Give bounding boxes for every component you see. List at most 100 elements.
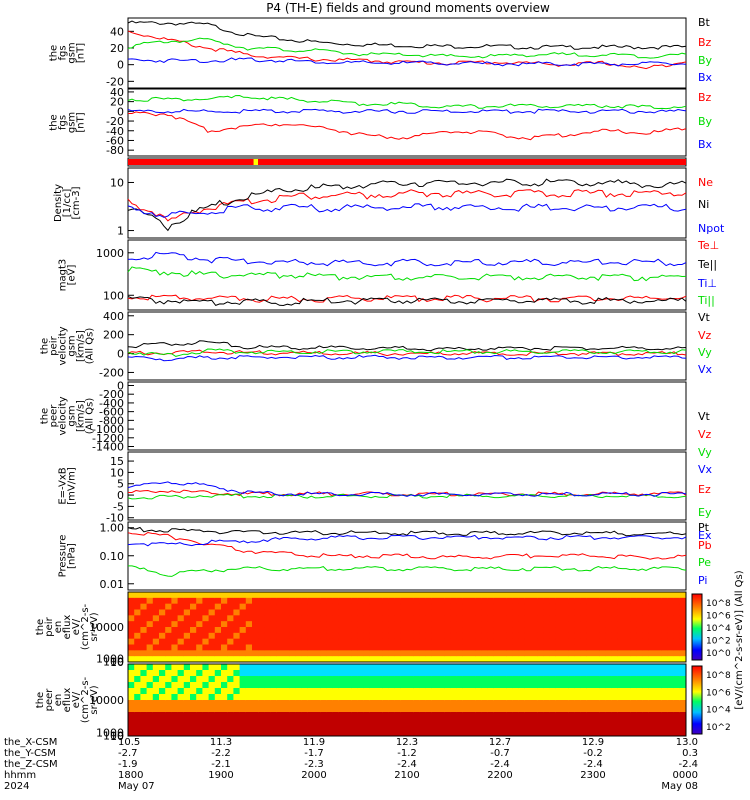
spectrogram-cell xyxy=(128,724,135,731)
spectrogram-cell xyxy=(338,650,346,657)
spectrogram-cell xyxy=(419,656,427,663)
spectrogram-cell xyxy=(487,700,495,707)
spectrogram-cell xyxy=(537,592,544,599)
spectrogram-cell xyxy=(431,627,439,634)
spectrogram-cell xyxy=(152,712,160,719)
spectrogram-cell xyxy=(314,682,321,689)
spectrogram-cell xyxy=(661,621,668,628)
spectrogram-cell xyxy=(512,712,520,719)
spectrogram-cell xyxy=(655,712,662,719)
spectrogram-cell xyxy=(636,644,644,651)
spectrogram-cell xyxy=(586,656,594,663)
spectrogram-cell xyxy=(444,638,451,645)
spectrogram-cell xyxy=(239,609,247,616)
spectrogram-cell xyxy=(512,638,520,645)
spectrogram-cell xyxy=(214,621,222,628)
spectrogram-cell xyxy=(394,609,402,616)
spectrogram-cell xyxy=(252,627,259,634)
y-label-line: eV/ xyxy=(71,618,82,635)
spectrogram-cell xyxy=(190,615,197,622)
x-tick-label: 11.3 xyxy=(210,737,232,748)
spectrogram-cell xyxy=(233,609,241,616)
spectrogram-cell xyxy=(283,656,290,663)
spectrogram-cell xyxy=(568,621,575,628)
legend-label: Ex xyxy=(698,529,712,542)
spectrogram-cell xyxy=(537,706,544,713)
spectrogram-cell xyxy=(320,597,327,605)
spectrogram-cell xyxy=(636,664,644,671)
spectrogram-cell xyxy=(326,676,334,683)
spectrogram-cell xyxy=(481,694,489,701)
spectrogram-cell xyxy=(394,682,402,689)
spectrogram-cell xyxy=(611,712,619,719)
spectrogram-cell xyxy=(214,664,222,671)
spectrogram-cell xyxy=(357,644,365,651)
spectrogram-cell xyxy=(171,670,179,677)
y-label-line: [nT] xyxy=(76,112,87,132)
spectrogram-cell xyxy=(450,730,458,737)
x-tick-label: -2.4 xyxy=(397,759,417,770)
spectrogram-cell xyxy=(568,670,575,677)
spectrogram-cell xyxy=(593,621,600,628)
spectrogram-cell xyxy=(438,670,445,677)
spectrogram-cell xyxy=(493,700,501,707)
spectrogram-cell xyxy=(661,656,668,663)
spectrogram-cell xyxy=(177,676,185,683)
spectrogram-cell xyxy=(667,609,675,616)
spectrogram-cell xyxy=(444,656,451,663)
spectrogram-cell xyxy=(524,615,532,622)
spectrogram-cell xyxy=(214,700,222,707)
spectrogram-cell xyxy=(518,718,526,725)
spectrogram-cell xyxy=(642,656,650,663)
spectrogram-cell xyxy=(227,694,234,701)
spectrogram-cell xyxy=(413,664,420,671)
legend-label: Vy xyxy=(698,346,712,359)
spectrogram-cell xyxy=(276,700,284,707)
spectrogram-cell xyxy=(599,632,606,640)
spectrogram-cell xyxy=(140,694,148,701)
spectrogram-cell xyxy=(481,688,489,695)
spectrogram-cell xyxy=(177,670,185,677)
spectrogram-cell xyxy=(128,656,135,663)
spectrogram-cell xyxy=(270,603,278,610)
spectrogram-cell xyxy=(524,712,532,719)
spectrogram-cell xyxy=(190,700,197,707)
spectrogram-cell xyxy=(301,627,309,634)
spectrogram-cell xyxy=(239,650,247,657)
spectrogram-cell xyxy=(345,694,352,701)
spectrogram-cell xyxy=(283,700,290,707)
spectrogram-cell xyxy=(245,632,253,640)
series-temperature-line xyxy=(127,294,687,303)
x-tick-label: 2000 xyxy=(301,770,326,781)
spectrogram-cell xyxy=(506,730,513,737)
spectrogram-cell xyxy=(388,694,396,701)
spectrogram-cell xyxy=(276,676,284,683)
spectrogram-cell xyxy=(196,682,203,689)
spectrogram-cell xyxy=(165,638,172,645)
spectrogram-cell xyxy=(159,694,166,701)
spectrogram-cell xyxy=(314,609,321,616)
spectrogram-cell xyxy=(276,694,284,701)
spectrogram-cell xyxy=(444,621,451,628)
spectrogram-cell xyxy=(456,700,464,707)
spectrogram-cell xyxy=(407,706,414,713)
spectrogram-cell xyxy=(245,718,253,725)
colorbar-peer-eflux: 10^810^610^410^2[eV/(cm^2-s-sr-eV)] (All… xyxy=(691,570,745,735)
spectrogram-cell xyxy=(611,656,619,663)
spectrogram-cell xyxy=(642,700,650,707)
spectrogram-cell xyxy=(314,656,321,663)
spectrogram-cell xyxy=(357,656,365,663)
spectrogram-cell xyxy=(630,670,637,677)
spectrogram-cell xyxy=(624,706,631,713)
spectrogram-cell xyxy=(214,718,222,725)
y-tick-label: 10 xyxy=(110,466,124,479)
spectrogram-cell xyxy=(338,597,346,605)
spectrogram-cell xyxy=(419,712,427,719)
spectrogram-cell xyxy=(351,676,358,683)
y-label-line: the xyxy=(49,45,60,61)
spectrogram-cell xyxy=(518,656,526,663)
spectrogram-cell xyxy=(586,609,594,616)
spectrogram-cell xyxy=(469,656,476,663)
spectrogram-cell xyxy=(586,730,594,737)
spectrogram-cell xyxy=(376,700,383,707)
